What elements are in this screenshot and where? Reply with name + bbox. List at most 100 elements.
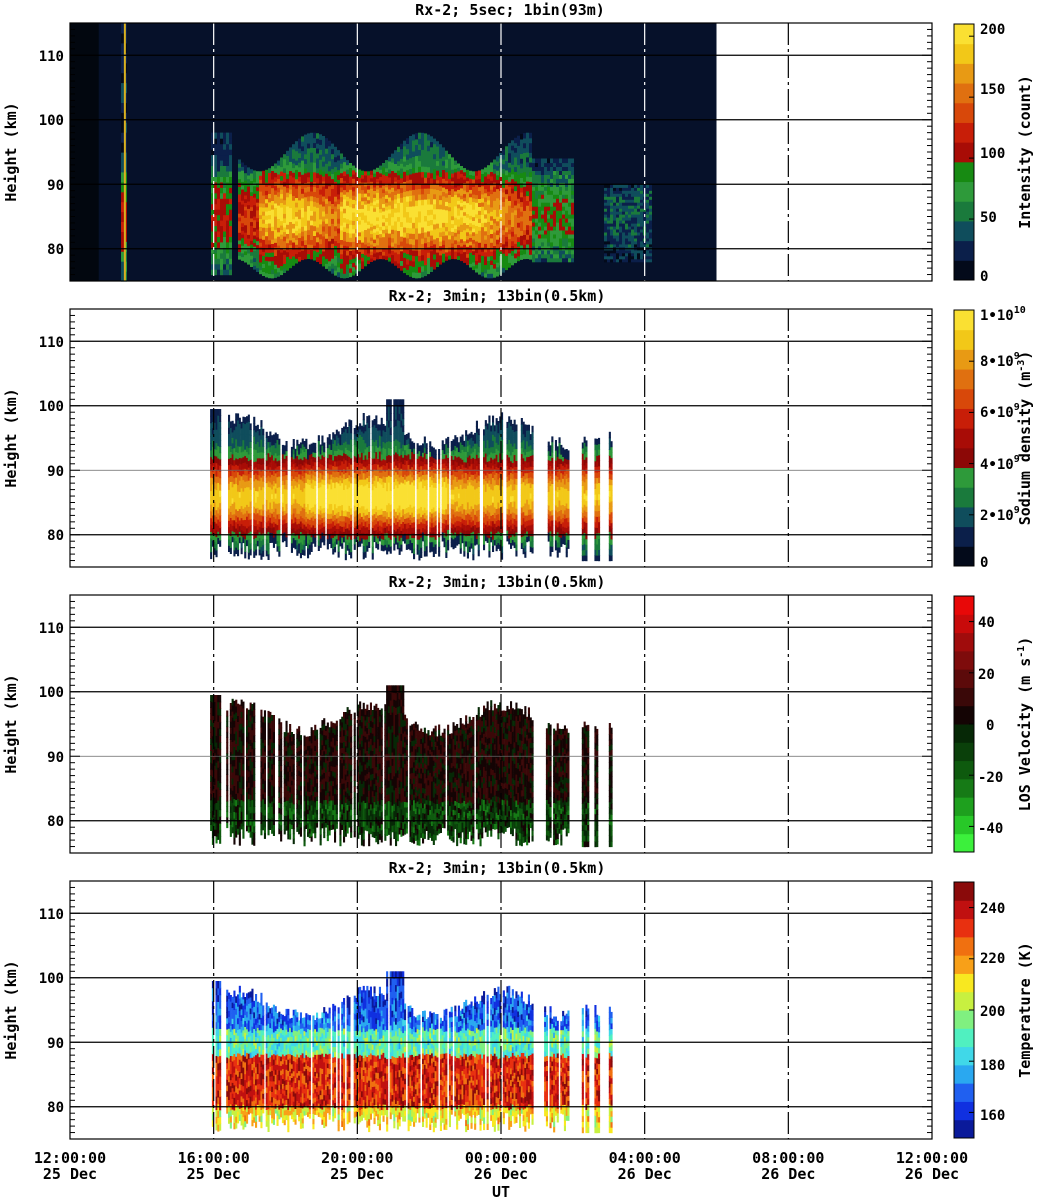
heatmap-cell (277, 271, 280, 277)
heatmap-cell (637, 208, 640, 212)
heatmap-cell (298, 204, 301, 210)
heatmap-cell (553, 166, 556, 171)
heatmap-cell (334, 265, 337, 271)
heatmap-cell (463, 233, 466, 238)
heatmap-cell (430, 141, 433, 148)
heatmap-cell (559, 194, 562, 199)
heatmap-cell (610, 184, 613, 188)
heatmap-cell (628, 225, 631, 230)
heatmap-cell (265, 231, 268, 237)
heatmap-cell (223, 225, 226, 232)
heatmap-cell (253, 538, 256, 546)
heatmap-cell (430, 261, 433, 267)
heatmap-cell (308, 549, 311, 555)
heatmap-cell (307, 220, 310, 226)
heatmap-cell (520, 177, 523, 183)
heatmap-cell (286, 150, 289, 156)
heatmap-cell (286, 256, 289, 262)
heatmap-cell (436, 170, 439, 176)
heatmap-cell (286, 173, 289, 179)
heatmap-cell (331, 193, 334, 199)
heatmap-cell (406, 180, 409, 186)
heatmap-cell (436, 189, 439, 195)
heatmap-cell (505, 146, 508, 152)
heatmap-cell (307, 528, 310, 534)
heatmap-cell (502, 173, 505, 179)
heatmap-cell (385, 206, 388, 211)
heatmap-cell (490, 242, 493, 248)
heatmap-cell (283, 213, 286, 219)
heatmap-cell (285, 527, 288, 533)
heatmap-cell (331, 253, 334, 259)
heatmap-cell (247, 230, 250, 235)
heatmap-cell (274, 523, 277, 529)
heatmap-cell (317, 534, 320, 541)
heatmap-cell (214, 192, 217, 199)
heatmap-cell (319, 139, 322, 145)
heatmap-cell (242, 462, 245, 469)
heatmap-cell (523, 162, 526, 168)
heatmap-cell (281, 458, 284, 464)
heatmap-cell (241, 211, 244, 216)
heatmap-cell (448, 202, 451, 208)
heatmap-cell (415, 205, 418, 212)
heatmap-cell (451, 192, 454, 197)
heatmap-cell (238, 228, 241, 233)
heatmap-cell (337, 208, 340, 214)
heatmap-cell (219, 508, 222, 516)
heatmap-cell (271, 444, 274, 451)
heatmap-cell (625, 223, 628, 227)
heatmap-cell (310, 507, 313, 513)
heatmap-cell (502, 201, 505, 207)
heatmap-cell (466, 235, 469, 240)
heatmap-cell (325, 173, 328, 179)
heatmap-cell (219, 502, 222, 510)
heatmap-cell (308, 514, 311, 520)
heatmap-cell (258, 474, 261, 482)
heatmap-cell (305, 453, 308, 459)
heatmap-cell (493, 186, 496, 192)
heatmap-cell (394, 163, 397, 169)
heatmap-cell (463, 168, 466, 173)
heatmap-cell (544, 257, 547, 263)
heatmap-cell (385, 186, 388, 192)
heatmap-cell (316, 172, 319, 179)
heatmap-cell (562, 198, 565, 203)
heatmap-cell (214, 214, 217, 221)
heatmap-cell (379, 183, 382, 188)
heatmap-cell (334, 498, 337, 505)
heatmap-cell (514, 238, 517, 244)
heatmap-cell (442, 248, 445, 254)
heatmap-cell (217, 258, 220, 265)
heatmap-cell (223, 187, 226, 194)
heatmap-cell (277, 218, 280, 224)
heatmap-cell (325, 198, 328, 204)
heatmap-cell (301, 443, 304, 450)
heatmap-cell (274, 167, 277, 173)
heatmap-cell (637, 199, 640, 203)
heatmap-cell (312, 488, 315, 494)
heatmap-cell (290, 509, 293, 515)
heatmap-cell (310, 517, 313, 523)
heatmap-cell (296, 518, 299, 525)
heatmap-cell (310, 234, 313, 240)
heatmap-cell (409, 206, 412, 213)
heatmap-cell (460, 202, 463, 207)
heatmap-cell (253, 480, 256, 488)
heatmap-cell (301, 533, 304, 540)
heatmap-cell (460, 224, 463, 229)
heatmap-cell (475, 190, 478, 196)
heatmap-cell (219, 515, 222, 522)
heatmap-cell (349, 250, 352, 256)
heatmap-cell (523, 248, 526, 255)
heatmap-cell (478, 270, 481, 275)
heatmap-cell (326, 513, 329, 519)
heatmap-cell (289, 221, 292, 227)
heatmap-cell (526, 195, 529, 201)
heatmap-cell (269, 486, 272, 493)
heatmap-cell (298, 503, 301, 509)
heatmap-cell (442, 222, 445, 228)
heatmap-cell (286, 260, 289, 267)
heatmap-cell (415, 227, 418, 234)
heatmap-cell (496, 248, 499, 254)
